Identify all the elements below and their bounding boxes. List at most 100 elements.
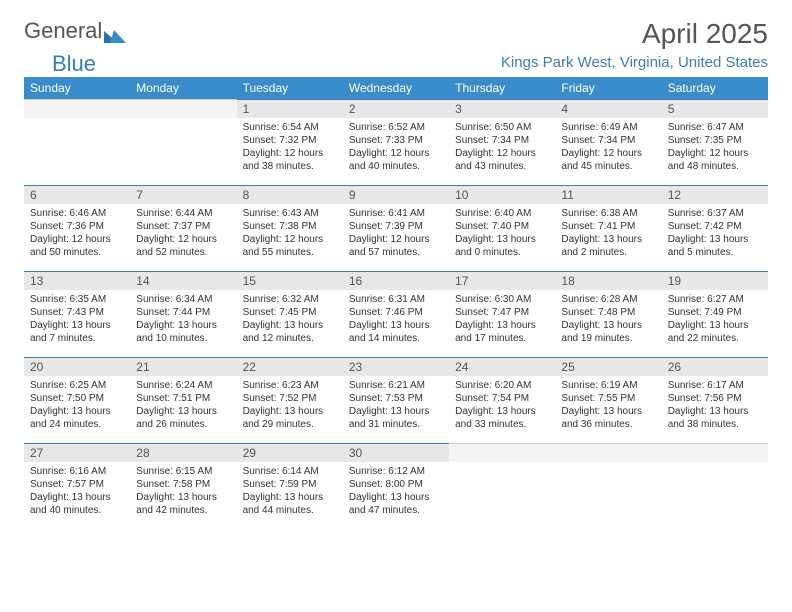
- calendar-cell: 4Sunrise: 6:49 AMSunset: 7:34 PMDaylight…: [555, 99, 661, 185]
- weekday-header: Wednesday: [343, 77, 449, 99]
- day-details: Sunrise: 6:38 AMSunset: 7:41 PMDaylight:…: [555, 204, 661, 265]
- header-row: General April 2025: [24, 18, 768, 50]
- calendar-cell: [130, 99, 236, 185]
- calendar-cell: 28Sunrise: 6:15 AMSunset: 7:58 PMDayligh…: [130, 443, 236, 529]
- day-number: 21: [130, 357, 236, 376]
- day-details: Sunrise: 6:34 AMSunset: 7:44 PMDaylight:…: [130, 290, 236, 351]
- day-number: 29: [237, 443, 343, 462]
- calendar-cell: 11Sunrise: 6:38 AMSunset: 7:41 PMDayligh…: [555, 185, 661, 271]
- weekday-header: Tuesday: [237, 77, 343, 99]
- day-details: Sunrise: 6:32 AMSunset: 7:45 PMDaylight:…: [237, 290, 343, 351]
- calendar-cell: 27Sunrise: 6:16 AMSunset: 7:57 PMDayligh…: [24, 443, 130, 529]
- calendar-row: 1Sunrise: 6:54 AMSunset: 7:32 PMDaylight…: [24, 99, 768, 185]
- calendar-cell: [24, 99, 130, 185]
- day-number: 18: [555, 271, 661, 290]
- calendar-cell: 14Sunrise: 6:34 AMSunset: 7:44 PMDayligh…: [130, 271, 236, 357]
- day-number: 3: [449, 99, 555, 118]
- day-details: Sunrise: 6:50 AMSunset: 7:34 PMDaylight:…: [449, 118, 555, 179]
- day-number: 8: [237, 185, 343, 204]
- weekday-header: Thursday: [449, 77, 555, 99]
- day-details: Sunrise: 6:19 AMSunset: 7:55 PMDaylight:…: [555, 376, 661, 437]
- brand-blue: Blue: [24, 51, 96, 77]
- calendar-cell: 25Sunrise: 6:19 AMSunset: 7:55 PMDayligh…: [555, 357, 661, 443]
- weekday-header: Friday: [555, 77, 661, 99]
- day-details: Sunrise: 6:37 AMSunset: 7:42 PMDaylight:…: [662, 204, 768, 265]
- weekday-header: Monday: [130, 77, 236, 99]
- day-number: 24: [449, 357, 555, 376]
- calendar-cell: 18Sunrise: 6:28 AMSunset: 7:48 PMDayligh…: [555, 271, 661, 357]
- day-details: Sunrise: 6:17 AMSunset: 7:56 PMDaylight:…: [662, 376, 768, 437]
- day-number: 11: [555, 185, 661, 204]
- day-details: Sunrise: 6:28 AMSunset: 7:48 PMDaylight:…: [555, 290, 661, 351]
- calendar-cell: 16Sunrise: 6:31 AMSunset: 7:46 PMDayligh…: [343, 271, 449, 357]
- day-number: 25: [555, 357, 661, 376]
- brand-logo: General: [24, 18, 126, 44]
- calendar-table: SundayMondayTuesdayWednesdayThursdayFrid…: [24, 77, 768, 529]
- weekday-header: Saturday: [662, 77, 768, 99]
- day-number: 4: [555, 99, 661, 118]
- calendar-row: 13Sunrise: 6:35 AMSunset: 7:43 PMDayligh…: [24, 271, 768, 357]
- day-details: Sunrise: 6:20 AMSunset: 7:54 PMDaylight:…: [449, 376, 555, 437]
- day-number: 15: [237, 271, 343, 290]
- brand-text-general: General: [24, 18, 102, 44]
- day-details: Sunrise: 6:46 AMSunset: 7:36 PMDaylight:…: [24, 204, 130, 265]
- day-number: 27: [24, 443, 130, 462]
- day-number: 9: [343, 185, 449, 204]
- calendar-cell: 23Sunrise: 6:21 AMSunset: 7:53 PMDayligh…: [343, 357, 449, 443]
- day-details: Sunrise: 6:52 AMSunset: 7:33 PMDaylight:…: [343, 118, 449, 179]
- day-number: 12: [662, 185, 768, 204]
- calendar-cell: 10Sunrise: 6:40 AMSunset: 7:40 PMDayligh…: [449, 185, 555, 271]
- calendar-cell: 8Sunrise: 6:43 AMSunset: 7:38 PMDaylight…: [237, 185, 343, 271]
- logo-triangle-icon: [104, 23, 126, 39]
- day-number: 17: [449, 271, 555, 290]
- calendar-cell: 30Sunrise: 6:12 AMSunset: 8:00 PMDayligh…: [343, 443, 449, 529]
- calendar-body: 1Sunrise: 6:54 AMSunset: 7:32 PMDaylight…: [24, 99, 768, 529]
- day-number: 19: [662, 271, 768, 290]
- calendar-row: 20Sunrise: 6:25 AMSunset: 7:50 PMDayligh…: [24, 357, 768, 443]
- day-details: Sunrise: 6:41 AMSunset: 7:39 PMDaylight:…: [343, 204, 449, 265]
- day-details: Sunrise: 6:31 AMSunset: 7:46 PMDaylight:…: [343, 290, 449, 351]
- calendar-row: 6Sunrise: 6:46 AMSunset: 7:36 PMDaylight…: [24, 185, 768, 271]
- day-number: 2: [343, 99, 449, 118]
- calendar-cell: 2Sunrise: 6:52 AMSunset: 7:33 PMDaylight…: [343, 99, 449, 185]
- calendar-cell: 13Sunrise: 6:35 AMSunset: 7:43 PMDayligh…: [24, 271, 130, 357]
- day-number: 10: [449, 185, 555, 204]
- day-details: Sunrise: 6:40 AMSunset: 7:40 PMDaylight:…: [449, 204, 555, 265]
- day-number: 23: [343, 357, 449, 376]
- calendar-page: General April 2025 Blue Kings Park West,…: [0, 0, 792, 529]
- day-number: 22: [237, 357, 343, 376]
- day-details: Sunrise: 6:14 AMSunset: 7:59 PMDaylight:…: [237, 462, 343, 523]
- calendar-cell: 3Sunrise: 6:50 AMSunset: 7:34 PMDaylight…: [449, 99, 555, 185]
- calendar-cell: 7Sunrise: 6:44 AMSunset: 7:37 PMDaylight…: [130, 185, 236, 271]
- brand-text-blue: Blue: [52, 51, 96, 77]
- day-details: Sunrise: 6:47 AMSunset: 7:35 PMDaylight:…: [662, 118, 768, 179]
- day-details: Sunrise: 6:43 AMSunset: 7:38 PMDaylight:…: [237, 204, 343, 265]
- day-number: 6: [24, 185, 130, 204]
- day-number: 5: [662, 99, 768, 118]
- calendar-cell: 12Sunrise: 6:37 AMSunset: 7:42 PMDayligh…: [662, 185, 768, 271]
- day-details: Sunrise: 6:21 AMSunset: 7:53 PMDaylight:…: [343, 376, 449, 437]
- day-details: Sunrise: 6:27 AMSunset: 7:49 PMDaylight:…: [662, 290, 768, 351]
- day-details: Sunrise: 6:23 AMSunset: 7:52 PMDaylight:…: [237, 376, 343, 437]
- weekday-header: Sunday: [24, 77, 130, 99]
- day-number: 7: [130, 185, 236, 204]
- day-number: 13: [24, 271, 130, 290]
- calendar-cell: [555, 443, 661, 529]
- calendar-cell: 21Sunrise: 6:24 AMSunset: 7:51 PMDayligh…: [130, 357, 236, 443]
- calendar-cell: 15Sunrise: 6:32 AMSunset: 7:45 PMDayligh…: [237, 271, 343, 357]
- day-details: Sunrise: 6:15 AMSunset: 7:58 PMDaylight:…: [130, 462, 236, 523]
- day-details: Sunrise: 6:35 AMSunset: 7:43 PMDaylight:…: [24, 290, 130, 351]
- calendar-cell: [449, 443, 555, 529]
- day-details: Sunrise: 6:44 AMSunset: 7:37 PMDaylight:…: [130, 204, 236, 265]
- location-text: Kings Park West, Virginia, United States: [501, 54, 768, 71]
- day-details: Sunrise: 6:54 AMSunset: 7:32 PMDaylight:…: [237, 118, 343, 179]
- day-number: 14: [130, 271, 236, 290]
- day-details: Sunrise: 6:16 AMSunset: 7:57 PMDaylight:…: [24, 462, 130, 523]
- day-details: Sunrise: 6:30 AMSunset: 7:47 PMDaylight:…: [449, 290, 555, 351]
- day-number: 16: [343, 271, 449, 290]
- day-number: 20: [24, 357, 130, 376]
- calendar-cell: 22Sunrise: 6:23 AMSunset: 7:52 PMDayligh…: [237, 357, 343, 443]
- day-number: 1: [237, 99, 343, 118]
- calendar-cell: 29Sunrise: 6:14 AMSunset: 7:59 PMDayligh…: [237, 443, 343, 529]
- weekday-header-row: SundayMondayTuesdayWednesdayThursdayFrid…: [24, 77, 768, 99]
